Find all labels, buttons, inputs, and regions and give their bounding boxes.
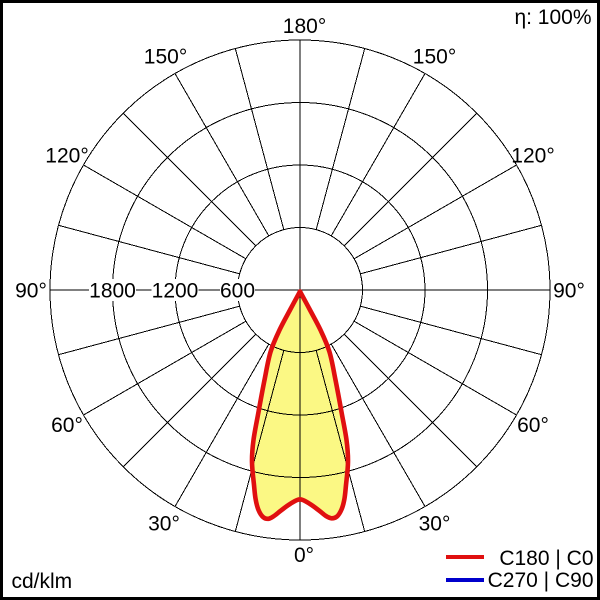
svg-text:C180 | C0: C180 | C0 xyxy=(499,547,593,570)
svg-text:cd/klm: cd/klm xyxy=(12,570,73,593)
svg-text:0°: 0° xyxy=(294,544,314,567)
svg-text:90°: 90° xyxy=(15,280,47,303)
svg-text:30°: 30° xyxy=(419,513,451,536)
svg-text:η: 100%: η: 100% xyxy=(514,6,591,29)
svg-text:C270 | C90: C270 | C90 xyxy=(488,569,594,592)
svg-text:150°: 150° xyxy=(144,46,187,69)
svg-text:1800: 1800 xyxy=(89,280,136,303)
svg-text:60°: 60° xyxy=(517,414,549,437)
svg-text:90°: 90° xyxy=(553,280,585,303)
svg-text:120°: 120° xyxy=(511,145,554,168)
svg-text:1200: 1200 xyxy=(152,280,199,303)
svg-text:600: 600 xyxy=(220,280,255,303)
svg-text:120°: 120° xyxy=(45,145,88,168)
svg-text:150°: 150° xyxy=(413,46,456,69)
svg-text:60°: 60° xyxy=(51,414,83,437)
svg-text:30°: 30° xyxy=(148,513,180,536)
svg-text:180°: 180° xyxy=(283,15,326,38)
